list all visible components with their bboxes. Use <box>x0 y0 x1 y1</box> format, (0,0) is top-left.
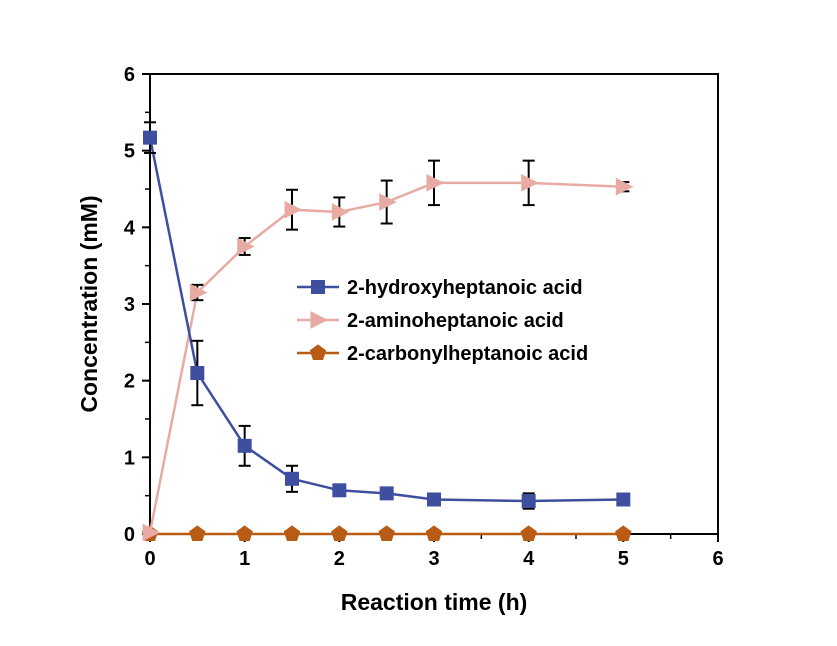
data-point <box>285 471 299 486</box>
data-point <box>425 525 443 541</box>
y-tick-label: 3 <box>124 294 135 316</box>
x-tick-label: 1 <box>239 548 250 570</box>
data-point <box>616 492 631 507</box>
y-tick-label: 6 <box>124 64 135 86</box>
series-layer <box>141 121 634 542</box>
data-point <box>283 525 301 541</box>
y-axis-title: Concentration (mM) <box>76 195 102 412</box>
legend-label: 2-aminoheptanoic acid <box>347 310 564 332</box>
legend-marker <box>311 280 325 294</box>
data-point <box>426 174 445 192</box>
x-tick-label: 5 <box>618 548 629 570</box>
x-tick-label: 0 <box>144 548 155 570</box>
y-tick-label: 0 <box>124 524 135 546</box>
series-2 <box>141 525 632 541</box>
data-point <box>379 193 397 211</box>
data-point <box>331 525 348 541</box>
series-1 <box>142 159 634 542</box>
series-0 <box>143 121 631 510</box>
data-point <box>189 283 208 302</box>
data-point <box>189 525 206 541</box>
legend: 2-hydroxyheptanoic acid 2-aminoheptanoic … <box>297 277 588 365</box>
x-tick-label: 6 <box>712 548 723 570</box>
legend-marker <box>309 344 327 360</box>
data-point <box>190 366 205 380</box>
y-tick-label: 1 <box>124 447 135 469</box>
data-point <box>521 174 539 192</box>
y-tick-label: 5 <box>124 141 135 163</box>
data-point <box>143 130 157 145</box>
data-point <box>378 525 395 541</box>
y-tick-label: 4 <box>124 217 136 239</box>
x-axis-title: Reaction time (h) <box>341 589 528 615</box>
legend-marker <box>310 311 329 329</box>
x-tick-label: 3 <box>428 548 439 570</box>
y-tick-label: 2 <box>124 371 135 393</box>
data-point <box>427 492 441 507</box>
legend-label: 2-carbonylheptanoic acid <box>347 343 588 365</box>
data-point <box>284 200 303 219</box>
data-point <box>379 486 394 501</box>
legend-label: 2-hydroxyheptanoic acid <box>347 277 583 299</box>
data-point <box>521 494 536 509</box>
data-point <box>237 438 252 453</box>
plot-frame <box>149 73 719 535</box>
data-point <box>142 523 161 542</box>
data-point <box>332 483 347 498</box>
x-tick-label: 4 <box>523 548 535 570</box>
data-point <box>615 177 634 196</box>
data-point <box>520 525 537 541</box>
x-tick-label: 2 <box>334 548 345 570</box>
data-point <box>615 525 632 541</box>
data-point <box>237 237 255 256</box>
data-point <box>236 525 253 541</box>
data-point <box>331 203 350 221</box>
